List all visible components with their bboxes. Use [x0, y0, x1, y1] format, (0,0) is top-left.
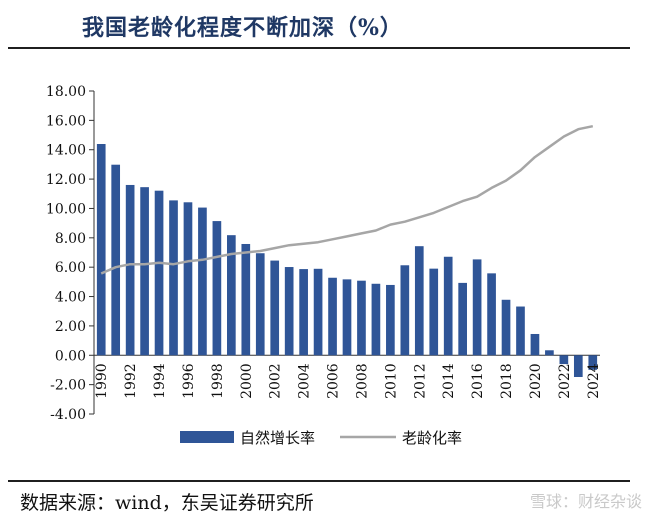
x-tick-label: 2004: [297, 363, 313, 399]
bar: [299, 269, 308, 356]
bar: [183, 202, 193, 356]
bar: [530, 333, 540, 356]
bar: [573, 355, 583, 378]
x-tick-label: 2020: [528, 363, 544, 399]
x-tick-label: 2006: [326, 363, 342, 399]
y-tick-label: 2.00: [55, 319, 86, 335]
bar: [140, 187, 149, 356]
bar: [516, 306, 525, 356]
bar: [487, 273, 496, 356]
bar: [371, 283, 381, 356]
bar: [458, 282, 467, 356]
x-tick-label: 2016: [470, 363, 486, 399]
y-tick-label: 8.00: [55, 231, 86, 247]
x-tick-label: 2010: [383, 363, 399, 399]
bar: [284, 267, 294, 356]
y-tick-label: 18.00: [46, 84, 86, 100]
y-tick-label: 6.00: [55, 260, 86, 276]
bar: [342, 279, 352, 356]
bar: [386, 284, 395, 356]
bar: [198, 207, 207, 356]
legend-swatch-bar: [180, 431, 234, 443]
x-tick-label: 2002: [268, 363, 284, 399]
bar: [545, 350, 554, 356]
y-tick-label: 10.00: [46, 201, 86, 217]
bar: [588, 355, 598, 370]
bar: [241, 243, 251, 356]
chart: -4.00 -2.00 0.00 2.00 4.00 6.00 8.00 10.00 12.00…: [46, 84, 602, 447]
y-tick-label: 4.00: [55, 290, 86, 306]
bar: [227, 235, 236, 356]
bottom-divider: [8, 480, 630, 482]
y-tick-label: 12.00: [46, 172, 86, 188]
x-tick-label: 2012: [412, 363, 428, 399]
y-tick-label: -4.00: [50, 407, 86, 423]
bar: [559, 355, 569, 365]
legend: 自然增长率 老龄化率: [180, 429, 462, 447]
bar: [414, 246, 424, 356]
bar: [443, 256, 453, 356]
x-tick-label: 2014: [441, 363, 457, 399]
bar: [429, 268, 439, 356]
y-tick-label: -2.00: [50, 378, 86, 394]
x-tick-label: 2018: [499, 363, 515, 399]
top-divider: [8, 47, 630, 49]
x-tick-label: 1992: [123, 363, 139, 399]
x-tick-label: 1998: [210, 363, 226, 399]
x-tick-label: 1996: [181, 363, 197, 399]
watermark-text: 雪球：财经杂谈: [529, 492, 642, 511]
chart-title: 我国老龄化程度不断加深（%）: [82, 15, 403, 41]
y-tick-label: 14.00: [46, 143, 86, 159]
x-tick-label: 1994: [152, 363, 168, 399]
y-tick-label: 16.00: [46, 113, 86, 129]
bar: [255, 253, 265, 356]
plot-area: -4.00 -2.00 0.00 2.00 4.00 6.00 8.00 10.00 12.00…: [46, 84, 602, 423]
legend-label-line: 老龄化率: [402, 429, 462, 447]
bar: [96, 144, 106, 356]
bar: [501, 299, 511, 356]
legend-label-bar: 自然增长率: [240, 429, 315, 447]
x-tick-label: 2008: [354, 363, 370, 399]
bar: [212, 221, 222, 356]
bar: [472, 259, 482, 356]
bar: [328, 277, 337, 356]
bar: [125, 184, 135, 356]
bar: [154, 190, 164, 356]
bar: [111, 164, 121, 356]
bar: [169, 200, 178, 356]
bar: [313, 268, 323, 356]
source-note: 数据来源：wind，东吴证券研究所: [20, 492, 314, 514]
aging-rate-line: [100, 124, 594, 275]
x-tick-label: 2022: [557, 363, 573, 399]
y-tick-label: 0.00: [55, 348, 86, 364]
bar: [270, 260, 280, 356]
x-tick-label: 1990: [94, 363, 110, 399]
x-tick-label: 2024: [586, 363, 602, 399]
bar: [400, 265, 410, 356]
bar: [357, 280, 366, 356]
x-tick-label: 2000: [239, 363, 255, 399]
